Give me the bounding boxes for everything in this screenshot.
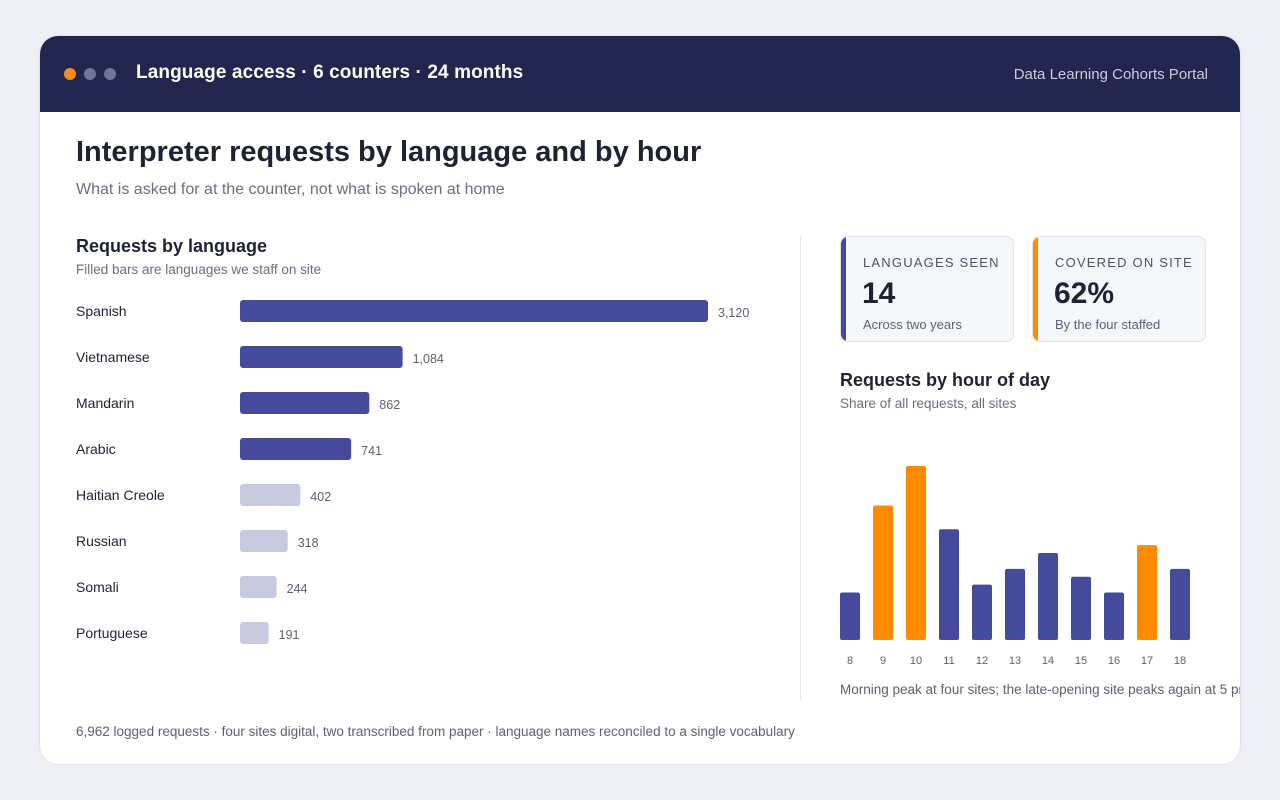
language-value-label: 862 bbox=[379, 398, 400, 412]
hour-tick-label: 9 bbox=[880, 655, 886, 667]
kpi-caption: By the four staffed bbox=[1055, 317, 1161, 332]
page-subtitle: What is asked for at the counter, not wh… bbox=[76, 181, 505, 198]
hour-bar bbox=[1170, 568, 1190, 640]
language-bar bbox=[240, 346, 403, 368]
hour-tick-label: 11 bbox=[943, 655, 954, 667]
language-label: Mandarin bbox=[76, 395, 134, 411]
hour-bar bbox=[873, 505, 893, 640]
language-bar bbox=[240, 484, 301, 506]
kpi-card-languages-seen: LANGUAGES SEEN 14 Across two years bbox=[840, 236, 1014, 342]
hour-bar bbox=[1038, 553, 1058, 640]
hour-chart-note: Morning peak at four sites; the late-ope… bbox=[840, 682, 1240, 697]
footer-note: 6,962 logged requests · four sites digit… bbox=[76, 724, 795, 739]
language-value-label: 1,084 bbox=[413, 352, 444, 366]
hour-bar bbox=[1104, 592, 1124, 640]
hour-bar bbox=[972, 584, 992, 640]
page-title: Interpreter requests by language and by … bbox=[76, 136, 702, 168]
language-bar bbox=[240, 576, 277, 598]
hour-tick-label: 17 bbox=[1141, 655, 1153, 667]
portal-name: Data Learning Cohorts Portal bbox=[1013, 66, 1208, 83]
column-divider bbox=[800, 236, 801, 700]
kpi-accent-bar bbox=[841, 237, 846, 341]
hour-tick-label: 13 bbox=[1009, 655, 1021, 667]
title-bar: Language access · 6 counters · 24 months… bbox=[40, 36, 1240, 112]
language-bar bbox=[240, 530, 288, 552]
hour-tick-label: 12 bbox=[976, 655, 988, 667]
language-bar bbox=[240, 392, 370, 414]
kpi-caption: Across two years bbox=[863, 317, 962, 332]
language-label: Spanish bbox=[76, 303, 127, 319]
kpi-value: 14 bbox=[862, 277, 896, 310]
hour-tick-label: 14 bbox=[1042, 655, 1054, 667]
hour-tick-label: 18 bbox=[1174, 655, 1186, 667]
language-value-label: 191 bbox=[279, 628, 300, 642]
language-bar bbox=[240, 438, 352, 460]
hour-bar bbox=[840, 592, 860, 640]
language-label: Haitian Creole bbox=[76, 487, 165, 503]
hour-bar bbox=[1137, 545, 1157, 640]
window-dot-maximize[interactable] bbox=[104, 68, 116, 80]
window-dot-minimize[interactable] bbox=[84, 68, 96, 80]
language-value-label: 244 bbox=[287, 582, 308, 596]
hour-tick-label: 15 bbox=[1075, 655, 1087, 667]
hour-bar bbox=[1071, 576, 1091, 640]
app-window: Language access · 6 counters · 24 months… bbox=[40, 36, 1240, 764]
window-dot-close[interactable] bbox=[64, 68, 76, 80]
language-label: Russian bbox=[76, 533, 127, 549]
kpi-label: COVERED ON SITE bbox=[1055, 255, 1193, 270]
language-value-label: 318 bbox=[298, 536, 319, 550]
kpi-card-covered-on-site: COVERED ON SITE 62% By the four staffed bbox=[1032, 236, 1206, 342]
window-title: Language access · 6 counters · 24 months bbox=[136, 62, 524, 83]
language-bar bbox=[240, 300, 708, 322]
hour-tick-label: 16 bbox=[1108, 655, 1120, 667]
language-value-label: 402 bbox=[310, 490, 331, 504]
language-value-label: 3,120 bbox=[718, 306, 749, 320]
hour-chart-subtitle: Share of all requests, all sites bbox=[840, 396, 1017, 411]
hour-tick-label: 8 bbox=[847, 655, 853, 667]
language-bar bbox=[240, 622, 269, 644]
hour-bar bbox=[939, 529, 959, 640]
language-bar-chart: Spanish 3,120 Vietnamese 1,084 Mandarin 862 Ar… bbox=[76, 300, 749, 644]
language-label: Portuguese bbox=[76, 625, 148, 641]
language-chart-subtitle: Filled bars are languages we staff on si… bbox=[76, 262, 322, 277]
language-value-label: 741 bbox=[361, 444, 382, 458]
language-label: Vietnamese bbox=[76, 349, 150, 365]
language-label: Somali bbox=[76, 579, 119, 595]
hour-bar-chart: 8 9 10 11 12 13 14 15 16 17 18 bbox=[840, 466, 1190, 667]
kpi-value: 62% bbox=[1054, 277, 1115, 310]
language-chart-title: Requests by language bbox=[76, 236, 268, 256]
hour-bar bbox=[906, 466, 926, 640]
hour-chart-title: Requests by hour of day bbox=[840, 370, 1051, 390]
language-label: Arabic bbox=[76, 441, 116, 457]
hour-bar bbox=[1005, 568, 1025, 640]
kpi-label: LANGUAGES SEEN bbox=[863, 255, 1000, 270]
kpi-accent-bar bbox=[1033, 237, 1038, 341]
hour-tick-label: 10 bbox=[910, 655, 922, 667]
